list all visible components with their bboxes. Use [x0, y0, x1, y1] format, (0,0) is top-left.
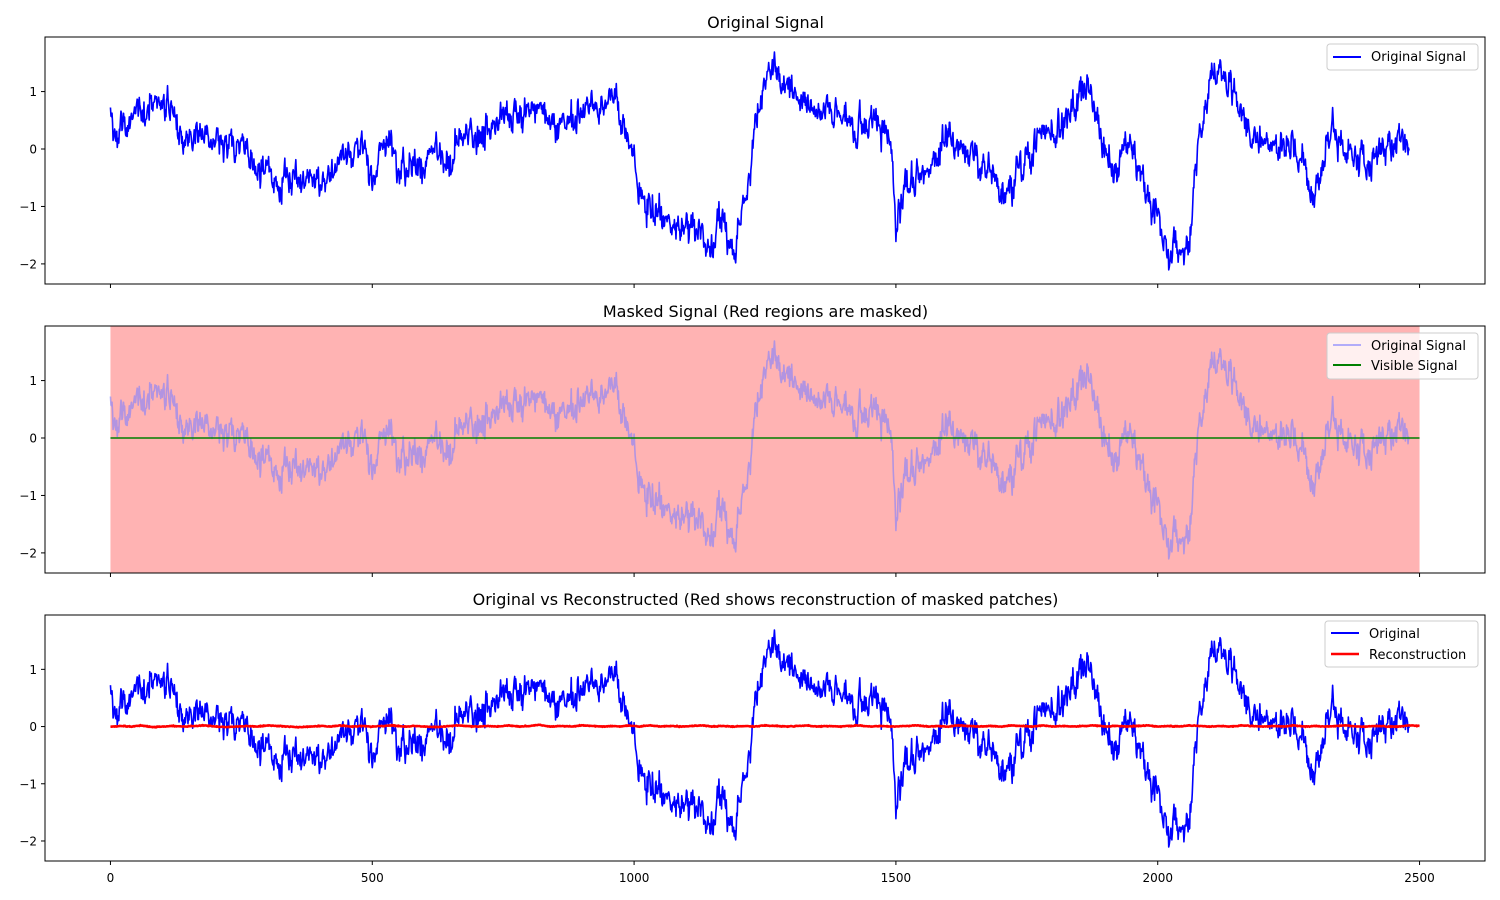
panel-original-signal: Original Signal 1 0 −1 −2 Original Signal — [19, 13, 1486, 288]
y-tick-label: −1 — [19, 489, 37, 503]
y-tick-label: −2 — [19, 834, 37, 848]
legend: Original Reconstruction — [1324, 620, 1479, 668]
x-tick-label: 500 — [361, 871, 384, 885]
plot-frame — [44, 614, 1486, 862]
masked-region — [110, 326, 1420, 573]
x-tick-label: 2000 — [1142, 871, 1173, 885]
panel-original-vs-reconstructed: Original vs Reconstructed (Red shows rec… — [19, 590, 1486, 885]
legend-label: Original Signal — [1371, 50, 1466, 65]
panel-title: Masked Signal (Red regions are masked) — [603, 302, 928, 321]
plot-frame — [44, 36, 1486, 285]
y-tick-label: −1 — [19, 777, 37, 791]
legend: Original Signal Visible Signal — [1326, 332, 1479, 380]
series-line-original-signal — [109, 51, 1410, 271]
y-tick-label: 1 — [29, 663, 37, 677]
plot-frame — [44, 325, 1486, 574]
series-line-original-signal — [109, 340, 1410, 560]
legend-box — [1324, 620, 1479, 668]
y-tick-label: 1 — [29, 374, 37, 388]
y-tick-label: −2 — [19, 257, 37, 271]
legend-box — [1326, 43, 1479, 71]
panel-masked-signal: Masked Signal (Red regions are masked) 1… — [19, 302, 1486, 577]
legend-label: Visible Signal — [1371, 359, 1458, 374]
legend: Original Signal — [1326, 43, 1479, 71]
y-tick-label: 0 — [29, 720, 37, 734]
legend-box — [1326, 332, 1479, 380]
y-tick-label: −1 — [19, 200, 37, 214]
x-tick-label: 1500 — [881, 871, 912, 885]
x-tick-label: 2500 — [1404, 871, 1435, 885]
x-tick-label: 1000 — [619, 871, 650, 885]
panel-title: Original vs Reconstructed (Red shows rec… — [473, 590, 1059, 609]
series-line-original — [109, 629, 1410, 848]
legend-label: Original — [1369, 627, 1420, 642]
y-tick-label: −2 — [19, 546, 37, 560]
legend-label: Reconstruction — [1369, 648, 1466, 663]
y-tick-label: 0 — [29, 432, 37, 446]
series-line-reconstruction — [109, 723, 1421, 729]
y-tick-label: 1 — [29, 85, 37, 99]
x-tick-label: 0 — [107, 871, 115, 885]
y-tick-label: 0 — [29, 143, 37, 157]
panel-title: Original Signal — [707, 13, 824, 32]
legend-label: Original Signal — [1371, 339, 1466, 354]
